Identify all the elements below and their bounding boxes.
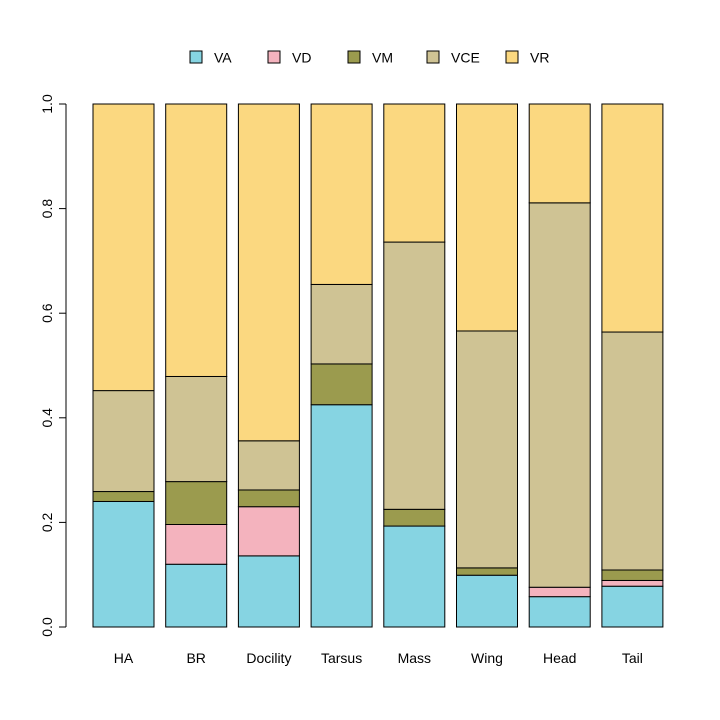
bar-segment-va-tarsus bbox=[310, 404, 373, 628]
bar-segment-vr-ha bbox=[92, 103, 155, 392]
x-tick-label: Head bbox=[543, 650, 576, 666]
legend-swatch-vce bbox=[426, 50, 440, 64]
bar-segment-va-head bbox=[528, 596, 591, 628]
bar-segment-vr-wing bbox=[456, 103, 518, 332]
bar-segment-vm-tail bbox=[601, 569, 664, 581]
legend: VA VD VM VCE VR bbox=[189, 50, 549, 66]
bar-segment-va-mass bbox=[383, 525, 446, 628]
bar-segment-va-ha bbox=[92, 500, 155, 628]
legend-swatch-vm bbox=[347, 50, 361, 64]
bar-segment-va-tail bbox=[601, 585, 664, 628]
bar-segment-va-br bbox=[165, 563, 228, 628]
x-tick-label: HA bbox=[114, 650, 134, 666]
bar-segment-vr-mass bbox=[383, 103, 446, 243]
legend-label-vce: VCE bbox=[451, 50, 480, 66]
y-axis: 0.0 0.2 0.4 0.6 0.8 1.0 bbox=[39, 94, 67, 637]
bar-segment-vr-br bbox=[165, 103, 228, 377]
bar-segment-vd-docility bbox=[237, 506, 300, 557]
bar-segment-vm-docility bbox=[237, 489, 300, 508]
legend-label-va: VA bbox=[214, 50, 232, 66]
legend-label-vd: VD bbox=[292, 50, 311, 66]
bar-segment-vd-head bbox=[528, 586, 591, 598]
bar-segment-vce-mass bbox=[383, 241, 446, 510]
legend-swatch-vd bbox=[267, 50, 281, 64]
y-tick-label: 0.8 bbox=[39, 199, 55, 219]
legend-label-vr: VR bbox=[530, 50, 549, 66]
bar-segment-vce-wing bbox=[456, 330, 518, 569]
bar-segment-vce-br bbox=[165, 375, 228, 483]
x-tick-label: Mass bbox=[398, 650, 431, 666]
bar-segment-vr-docility bbox=[237, 103, 300, 442]
bar-segment-vm-tarsus bbox=[310, 363, 373, 406]
bar-segment-vm-wing bbox=[456, 567, 518, 576]
bar-segment-vm-br bbox=[165, 481, 228, 525]
x-tick-label: Docility bbox=[246, 650, 291, 666]
bar-segment-vce-docility bbox=[237, 440, 300, 491]
x-tick-label: BR bbox=[186, 650, 205, 666]
legend-label-vm: VM bbox=[372, 50, 393, 66]
bars bbox=[92, 103, 664, 628]
y-tick-label: 0.0 bbox=[39, 617, 55, 637]
bar-segment-vce-tarsus bbox=[310, 283, 373, 365]
x-axis: HA BR Docility Tarsus Mass Wing Head Tail bbox=[114, 650, 643, 666]
bar-segment-vd-br bbox=[165, 523, 228, 565]
bar-segment-vce-head bbox=[528, 202, 591, 588]
x-tick-label: Tarsus bbox=[321, 650, 362, 666]
bar-segment-va-docility bbox=[237, 555, 300, 628]
bar-segment-vd-tail bbox=[601, 579, 664, 587]
bar-segment-vce-ha bbox=[92, 390, 155, 493]
y-tick-label: 1.0 bbox=[39, 94, 55, 114]
legend-swatch-va bbox=[189, 50, 203, 64]
bar-segment-vm-mass bbox=[383, 508, 446, 527]
y-tick-label: 0.4 bbox=[39, 408, 55, 428]
bar-segment-vr-head bbox=[528, 103, 591, 204]
x-tick-label: Tail bbox=[622, 650, 643, 666]
legend-swatch-vr bbox=[505, 50, 519, 64]
bar-segment-vm-ha bbox=[92, 491, 155, 502]
bar-segment-vce-tail bbox=[601, 331, 664, 571]
bar-segment-vr-tail bbox=[601, 103, 664, 333]
bar-segment-vr-tarsus bbox=[310, 103, 373, 285]
y-tick-label: 0.6 bbox=[39, 303, 55, 323]
y-tick-label: 0.2 bbox=[39, 512, 55, 532]
x-tick-label: Wing bbox=[471, 650, 503, 666]
bar-segment-va-wing bbox=[456, 574, 518, 628]
